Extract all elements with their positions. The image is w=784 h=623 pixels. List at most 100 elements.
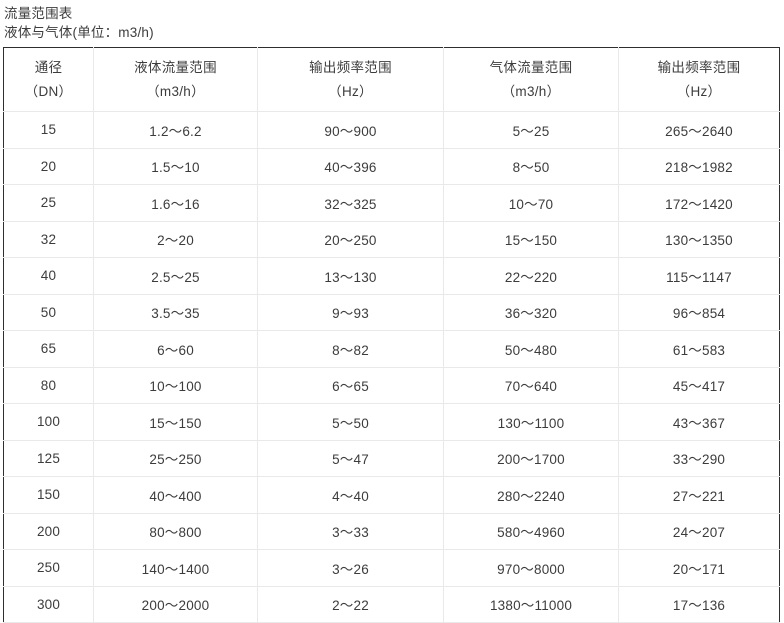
cell-gas-frequency: 130～1350 bbox=[618, 221, 780, 258]
cell-gas-frequency: 24～207 bbox=[618, 513, 780, 550]
cell-dn: 100 bbox=[3, 403, 94, 441]
cell-liquid-flow: 25～250 bbox=[93, 440, 258, 477]
column-header-gas-frequency-line1: 输出频率范围 bbox=[657, 59, 741, 75]
cell-gas-flow: 22～220 bbox=[443, 257, 619, 295]
cell-liquid-frequency: 3～33 bbox=[257, 513, 444, 550]
column-header-liquid-frequency: 输出频率范围 （Hz） bbox=[257, 47, 444, 112]
column-header-gas-flow: 气体流量范围 （m3/h） bbox=[443, 47, 619, 112]
cell-gas-frequency: 218～1982 bbox=[618, 148, 780, 185]
cell-liquid-flow: 40～400 bbox=[93, 476, 258, 514]
table-row: 32 2～20 20～250 15～150 130～1350 bbox=[3, 221, 780, 258]
cell-gas-frequency: 96～854 bbox=[618, 294, 780, 331]
cell-liquid-frequency: 4～40 bbox=[257, 476, 444, 514]
cell-dn: 50 bbox=[3, 294, 94, 331]
cell-dn: 150 bbox=[3, 476, 94, 514]
column-header-gas-flow-line2: （m3/h） bbox=[501, 83, 561, 99]
cell-liquid-frequency: 9～93 bbox=[257, 294, 444, 331]
cell-gas-flow: 200～1700 bbox=[443, 440, 619, 477]
flow-range-table-container: 通径 （DN） 液体流量范围 （m3/h） 输出频率范围 （Hz） 气体流量范围… bbox=[0, 47, 784, 623]
page-title: 流量范围表 bbox=[4, 6, 73, 21]
cell-gas-flow: 36～320 bbox=[443, 294, 619, 331]
cell-liquid-flow: 2～20 bbox=[93, 221, 258, 258]
cell-gas-frequency: 45～417 bbox=[618, 367, 780, 404]
table-row: 50 3.5～35 9～93 36～320 96～854 bbox=[3, 294, 780, 331]
column-header-gas-flow-line1: 气体流量范围 bbox=[489, 59, 573, 75]
cell-gas-flow: 8～50 bbox=[443, 148, 619, 185]
cell-dn: 20 bbox=[3, 148, 94, 185]
cell-gas-frequency: 33～290 bbox=[618, 440, 780, 477]
cell-gas-frequency: 43～367 bbox=[618, 403, 780, 441]
table-row: 250 140～1400 3～26 970～8000 20～171 bbox=[3, 549, 780, 587]
cell-gas-frequency: 27～221 bbox=[618, 476, 780, 514]
cell-liquid-flow: 1.6～16 bbox=[93, 184, 258, 222]
cell-liquid-flow: 2.5～25 bbox=[93, 257, 258, 295]
cell-liquid-frequency: 32～325 bbox=[257, 184, 444, 222]
column-header-liquid-flow-line1: 液体流量范围 bbox=[134, 59, 217, 75]
cell-gas-flow: 970～8000 bbox=[443, 549, 619, 587]
cell-dn: 200 bbox=[3, 513, 94, 550]
table-row: 40 2.5～25 13～130 22～220 115～1147 bbox=[3, 257, 780, 295]
cell-liquid-flow: 1.5～10 bbox=[93, 148, 258, 185]
table-header: 通径 （DN） 液体流量范围 （m3/h） 输出频率范围 （Hz） 气体流量范围… bbox=[3, 47, 780, 112]
document-heading: 流量范围表 液体与气体(单位：m3/h) bbox=[0, 0, 784, 42]
table-row: 125 25～250 5～47 200～1700 33～290 bbox=[3, 440, 780, 477]
column-header-liquid-flow: 液体流量范围 （m3/h） bbox=[93, 47, 258, 112]
column-header-gas-frequency-line2: （Hz） bbox=[676, 83, 722, 99]
table-body: 15 1.2～6.2 90～900 5～25 265～2640 20 1.5～10 40～39… bbox=[3, 111, 780, 623]
table-row: 100 15～150 5～50 130～1100 43～367 bbox=[3, 403, 780, 441]
cell-gas-flow: 280～2240 bbox=[443, 476, 619, 514]
cell-gas-frequency: 17～136 bbox=[618, 586, 780, 623]
cell-dn: 250 bbox=[3, 549, 94, 587]
cell-gas-frequency: 172～1420 bbox=[618, 184, 780, 222]
cell-dn: 25 bbox=[3, 184, 94, 222]
cell-liquid-frequency: 40～396 bbox=[257, 148, 444, 185]
cell-gas-flow: 10～70 bbox=[443, 184, 619, 222]
cell-gas-flow: 1380～11000 bbox=[443, 586, 619, 623]
cell-dn: 65 bbox=[3, 330, 94, 368]
column-header-liquid-frequency-line1: 输出频率范围 bbox=[309, 59, 392, 75]
table-row: 200 80～800 3～33 580～4960 24～207 bbox=[3, 513, 780, 550]
column-header-liquid-frequency-line2: （Hz） bbox=[328, 83, 373, 99]
cell-gas-frequency: 265～2640 bbox=[618, 111, 780, 149]
cell-gas-flow: 5～25 bbox=[443, 111, 619, 149]
cell-liquid-frequency: 20～250 bbox=[257, 221, 444, 258]
cell-liquid-flow: 6～60 bbox=[93, 330, 258, 368]
cell-gas-flow: 70～640 bbox=[443, 367, 619, 404]
cell-liquid-frequency: 5～47 bbox=[257, 440, 444, 477]
cell-liquid-flow: 200～2000 bbox=[93, 586, 258, 623]
cell-liquid-flow: 80～800 bbox=[93, 513, 258, 550]
table-header-row: 通径 （DN） 液体流量范围 （m3/h） 输出频率范围 （Hz） 气体流量范围… bbox=[3, 47, 780, 112]
flow-range-table: 通径 （DN） 液体流量范围 （m3/h） 输出频率范围 （Hz） 气体流量范围… bbox=[3, 47, 780, 623]
cell-dn: 300 bbox=[3, 586, 94, 623]
cell-gas-flow: 130～1100 bbox=[443, 403, 619, 441]
table-row: 25 1.6～16 32～325 10～70 172～1420 bbox=[3, 184, 780, 222]
cell-liquid-frequency: 13～130 bbox=[257, 257, 444, 295]
column-header-dn-line2: （DN） bbox=[24, 83, 73, 99]
cell-liquid-frequency: 5～50 bbox=[257, 403, 444, 441]
cell-gas-flow: 580～4960 bbox=[443, 513, 619, 550]
cell-gas-frequency: 61～583 bbox=[618, 330, 780, 368]
cell-dn: 80 bbox=[3, 367, 94, 404]
cell-dn: 40 bbox=[3, 257, 94, 295]
cell-liquid-frequency: 3～26 bbox=[257, 549, 444, 587]
table-row: 150 40～400 4～40 280～2240 27～221 bbox=[3, 476, 780, 514]
column-header-dn: 通径 （DN） bbox=[3, 47, 94, 112]
cell-gas-flow: 15～150 bbox=[443, 221, 619, 258]
column-header-liquid-flow-line2: （m3/h） bbox=[146, 83, 205, 99]
cell-gas-flow: 50～480 bbox=[443, 330, 619, 368]
cell-gas-frequency: 20～171 bbox=[618, 549, 780, 587]
cell-liquid-frequency: 90～900 bbox=[257, 111, 444, 149]
table-row: 15 1.2～6.2 90～900 5～25 265～2640 bbox=[3, 111, 780, 149]
cell-liquid-flow: 10～100 bbox=[93, 367, 258, 404]
table-row: 80 10～100 6～65 70～640 45～417 bbox=[3, 367, 780, 404]
cell-gas-frequency: 115～1147 bbox=[618, 257, 780, 295]
cell-liquid-frequency: 2～22 bbox=[257, 586, 444, 623]
cell-dn: 32 bbox=[3, 221, 94, 258]
cell-liquid-frequency: 8～82 bbox=[257, 330, 444, 368]
cell-liquid-flow: 140～1400 bbox=[93, 549, 258, 587]
page-subtitle: 液体与气体(单位：m3/h) bbox=[4, 25, 154, 40]
cell-liquid-flow: 15～150 bbox=[93, 403, 258, 441]
cell-liquid-frequency: 6～65 bbox=[257, 367, 444, 404]
cell-dn: 15 bbox=[3, 111, 94, 149]
